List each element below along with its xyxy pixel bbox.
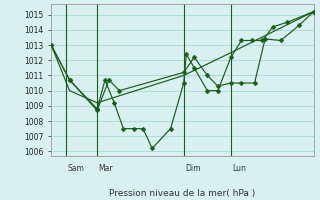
Text: Sam: Sam bbox=[67, 164, 84, 173]
Text: Dim: Dim bbox=[185, 164, 201, 173]
Text: Lun: Lun bbox=[233, 164, 246, 173]
Text: Pression niveau de la mer( hPa ): Pression niveau de la mer( hPa ) bbox=[109, 189, 256, 198]
Text: Mar: Mar bbox=[99, 164, 113, 173]
